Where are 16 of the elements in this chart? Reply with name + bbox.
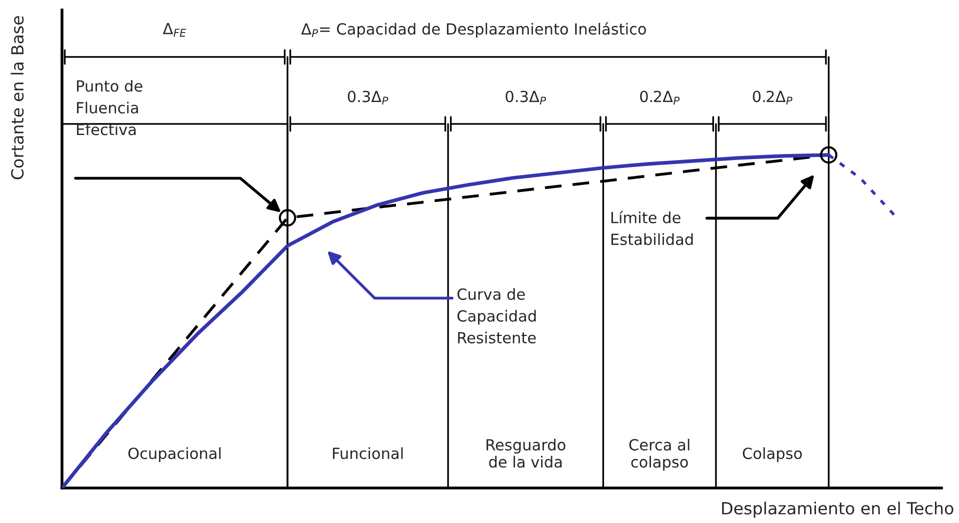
text: 0.3Δ$_{P}$ [506, 90, 546, 105]
text: 0.2Δ$_{P}$ [640, 90, 680, 105]
x-axis-title: Desplazamiento en el Techo [722, 502, 954, 518]
y-axis-title: Cortante en la Base [10, 16, 24, 180]
text: Δ$_{FE}$ [162, 23, 186, 37]
annotation: Funcional [332, 447, 403, 460]
text: 0.2Δ$_{P}$ [752, 90, 792, 105]
annotation: Límite de Estabilidad [611, 210, 693, 246]
annotation: Resguardo de la vida [486, 438, 566, 468]
annotation: Curva de Capacidad Resistente [457, 288, 536, 344]
annotation: Colapso [742, 447, 802, 462]
text: 0.3Δ$_{P}$ [348, 90, 388, 105]
text: Punto de Fluencia Efectiva [77, 80, 142, 136]
text: Δ$_{P}$= Capacidad de Desplazamiento Inelástico [301, 22, 646, 38]
annotation: Ocupacional [128, 447, 221, 462]
annotation: Cerca al colapso [629, 438, 690, 471]
